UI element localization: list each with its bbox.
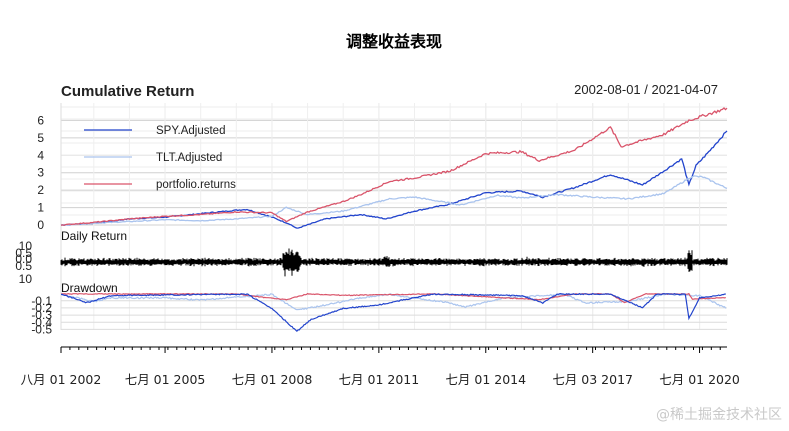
x-tick-label: 八月 01 2002 — [21, 372, 102, 387]
y-tick-label: 3 — [37, 166, 44, 180]
daily-y-tick-label: 0.0 — [15, 252, 32, 266]
series-lines — [60, 107, 728, 229]
legend-label: SPY.Adjusted — [156, 125, 225, 137]
daily-y-tick-label: 0.5 — [15, 259, 32, 273]
drawdown-y-tick-label: -0.4 — [31, 315, 52, 329]
y-tick-label: 4 — [37, 148, 44, 162]
daily-panel-label: Daily Return — [61, 229, 127, 243]
x-tick-label: 七月 01 2011 — [339, 372, 420, 387]
drawdown-panel-label: Drawdown — [61, 281, 118, 295]
legend: SPY.Adjusted TLT.Adjusted portfolio.return… — [84, 125, 236, 191]
x-tick-label: 七月 01 2014 — [445, 372, 526, 387]
y-tick-label: 1 — [37, 201, 44, 215]
date-range-label: 2002-08-01 / 2021-04-07 — [574, 82, 718, 97]
x-tick-label: 七月 01 2005 — [125, 372, 206, 387]
y-tick-label: 0 — [37, 218, 44, 232]
drawdown-y-tick-label: -0.1 — [31, 294, 52, 308]
legend-label: TLT.Adjusted — [156, 152, 222, 164]
y-tick-label: 2 — [37, 183, 44, 197]
grid-lines — [60, 103, 727, 330]
drawdown-line-SPY — [61, 292, 726, 333]
drawdown-y-tick-label: -0.2 — [31, 301, 52, 315]
drawdown-lines — [60, 292, 727, 333]
x-axis: 八月 01 2002 七月 01 2005 七月 01 2008 七月 01 2011… — [21, 346, 740, 387]
daily-y-tick-label: 10 — [19, 272, 33, 286]
series-line-TLT.Adjusted — [60, 175, 728, 226]
chart-title: 调整收益表现 — [346, 32, 442, 51]
watermark: @稀土掘金技术社区 — [656, 407, 782, 423]
y-tick-label: 6 — [37, 113, 44, 127]
y-tick-label: 5 — [37, 131, 44, 145]
daily-return-bars — [60, 248, 728, 277]
series-line-portfolio.returns — [60, 107, 728, 226]
x-tick-label: 七月 01 2020 — [659, 372, 740, 387]
daily-y-tick-label: 0.5 — [15, 246, 32, 260]
drawdown-y-tick-label: -0.5 — [31, 322, 52, 336]
drawdown-line-TLT — [60, 293, 727, 311]
drawdown-y-tick-label: -0.3 — [31, 308, 52, 322]
cumulative-panel-label: Cumulative Return — [61, 83, 194, 100]
daily-y-tick-label: 10 — [19, 239, 33, 253]
x-tick-label: 七月 03 2017 — [552, 372, 633, 387]
legend-label: portfolio.returns — [156, 179, 236, 191]
x-tick-label: 七月 01 2008 — [232, 372, 313, 387]
